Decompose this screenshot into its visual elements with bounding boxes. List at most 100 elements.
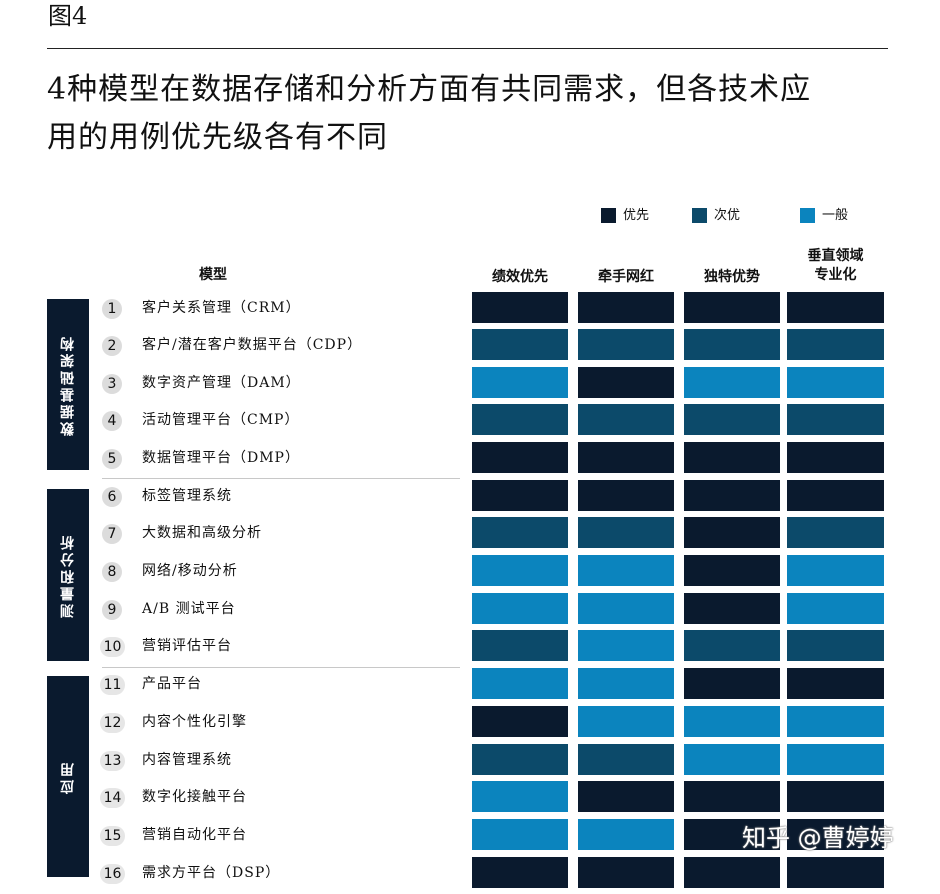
row-number: 10 xyxy=(100,637,125,657)
heatmap-cell xyxy=(787,668,884,699)
heatmap-cell xyxy=(787,555,884,586)
heatmap-cell xyxy=(578,292,674,323)
heatmap-cell xyxy=(472,857,568,888)
figure-label: 图4 xyxy=(48,2,88,30)
table-row: 14 数字化接触平台 xyxy=(0,781,940,818)
headline-line-1: 4种模型在数据存储和分析方面有共同需求，但各技术应 xyxy=(47,72,812,107)
heatmap-cell xyxy=(578,819,674,850)
heatmap-cell xyxy=(684,857,780,888)
legend-label: 次优 xyxy=(714,208,741,223)
row-header: 模型 xyxy=(199,267,227,283)
table-row: 3 数字资产管理（DAM） xyxy=(0,367,940,404)
heatmap-cell xyxy=(472,480,568,511)
heatmap-cell xyxy=(684,367,780,398)
row-number: 16 xyxy=(100,864,125,884)
heatmap-cell xyxy=(578,744,674,775)
group-section: 数据基础架构 xyxy=(47,299,89,470)
column-header-line: 绩效优先 xyxy=(492,269,548,285)
row-number: 1 xyxy=(102,299,122,319)
row-label: 营销评估平台 xyxy=(142,638,232,654)
heatmap-cell xyxy=(472,292,568,323)
heatmap-cell xyxy=(578,706,674,737)
heatmap-cell xyxy=(578,480,674,511)
heatmap-cell xyxy=(578,329,674,360)
table-row: 2 客户/潜在客户数据平台（CDP） xyxy=(0,329,940,366)
heatmap-cell xyxy=(787,706,884,737)
table-row: 15 营销自动化平台 xyxy=(0,819,940,856)
row-number: 15 xyxy=(100,826,125,846)
heatmap-cell xyxy=(684,819,780,850)
heatmap-cell xyxy=(472,706,568,737)
table-row: 16 需求方平台（DSP） xyxy=(0,857,940,894)
legend-label: 优先 xyxy=(623,208,650,223)
row-label: 客户关系管理（CRM） xyxy=(142,300,301,316)
column-header: 垂直领域 专业化 xyxy=(786,247,886,285)
group-bar xyxy=(47,299,89,470)
table-row: 6 标签管理系统 xyxy=(0,480,940,517)
heatmap-cell xyxy=(684,781,780,812)
table-row: 13 内容管理系统 xyxy=(0,744,940,781)
row-number: 5 xyxy=(102,449,122,469)
table-row: 9 A/B 测试平台 xyxy=(0,593,940,630)
heatmap-cell xyxy=(684,404,780,435)
row-number: 2 xyxy=(102,336,122,356)
heatmap-cell xyxy=(578,781,674,812)
row-label: A/B 测试平台 xyxy=(142,601,236,617)
heatmap-cell xyxy=(578,442,674,473)
heatmap-cell xyxy=(684,517,780,548)
heatmap-cell xyxy=(472,668,568,699)
heatmap-cell xyxy=(787,819,884,850)
heatmap-cell xyxy=(684,292,780,323)
row-number: 4 xyxy=(102,411,122,431)
heatmap-cell xyxy=(472,593,568,624)
heatmap-cell xyxy=(472,442,568,473)
heatmap-cell xyxy=(472,517,568,548)
heatmap-cell xyxy=(787,593,884,624)
heatmap-cell xyxy=(472,555,568,586)
heatmap-cell xyxy=(787,329,884,360)
group-bar xyxy=(47,676,89,877)
heatmap-cell xyxy=(578,404,674,435)
table-row: 7 大数据和高级分析 xyxy=(0,517,940,554)
heatmap-cell xyxy=(472,404,568,435)
table-row: 8 网络/移动分析 xyxy=(0,555,940,592)
heatmap-cell xyxy=(787,630,884,661)
heatmap-cell xyxy=(472,819,568,850)
row-label: 需求方平台（DSP） xyxy=(142,865,281,881)
row-label: 营销自动化平台 xyxy=(142,827,247,843)
row-label: 内容管理系统 xyxy=(142,752,232,768)
column-header-line: 垂直领域 xyxy=(807,248,864,264)
group-section: 应用 xyxy=(47,676,89,877)
heatmap-cell xyxy=(472,781,568,812)
legend-label: 一般 xyxy=(822,208,849,223)
top-rule xyxy=(47,48,888,49)
column-header-line: 牵手网红 xyxy=(598,269,654,285)
heatmap-cell xyxy=(578,857,674,888)
heatmap-cell xyxy=(578,367,674,398)
row-number: 12 xyxy=(100,713,125,733)
heatmap-cell xyxy=(684,329,780,360)
headline-line-2: 用的用例优先级各有不同 xyxy=(47,120,388,155)
heatmap-cell xyxy=(787,480,884,511)
table-row: 10 营销评估平台 xyxy=(0,630,940,667)
heatmap-cell xyxy=(787,367,884,398)
heatmap-cell xyxy=(578,593,674,624)
table-row: 4 活动管理平台（CMP） xyxy=(0,404,940,441)
column-header-line: 独特优势 xyxy=(704,269,760,285)
heatmap-cell xyxy=(787,517,884,548)
table-row: 11 产品平台 xyxy=(0,668,940,705)
heatmap-cell xyxy=(787,744,884,775)
heatmap-cell xyxy=(578,555,674,586)
row-label: 活动管理平台（CMP） xyxy=(142,412,300,428)
row-label: 标签管理系统 xyxy=(142,488,232,504)
row-label: 产品平台 xyxy=(142,676,202,692)
row-label: 数字化接触平台 xyxy=(142,789,247,805)
row-number: 13 xyxy=(100,751,125,771)
heatmap-cell xyxy=(684,630,780,661)
heatmap-cell xyxy=(787,857,884,888)
heatmap-cell xyxy=(472,630,568,661)
heatmap-cell xyxy=(578,668,674,699)
table-row: 12 内容个性化引擎 xyxy=(0,706,940,743)
row-number: 8 xyxy=(102,562,122,582)
table-row: 1 客户关系管理（CRM） xyxy=(0,292,940,329)
